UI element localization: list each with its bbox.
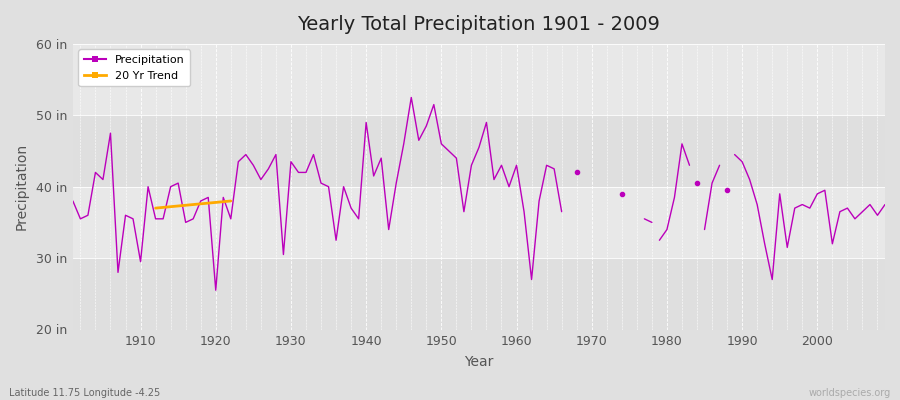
Text: worldspecies.org: worldspecies.org xyxy=(809,388,891,398)
Bar xyxy=(73,115,885,187)
Title: Yearly Total Precipitation 1901 - 2009: Yearly Total Precipitation 1901 - 2009 xyxy=(298,15,661,34)
Y-axis label: Precipitation: Precipitation xyxy=(15,143,29,230)
X-axis label: Year: Year xyxy=(464,355,493,369)
Legend: Precipitation, 20 Yr Trend: Precipitation, 20 Yr Trend xyxy=(78,50,191,86)
Text: Latitude 11.75 Longitude -4.25: Latitude 11.75 Longitude -4.25 xyxy=(9,388,160,398)
Bar xyxy=(73,258,885,330)
